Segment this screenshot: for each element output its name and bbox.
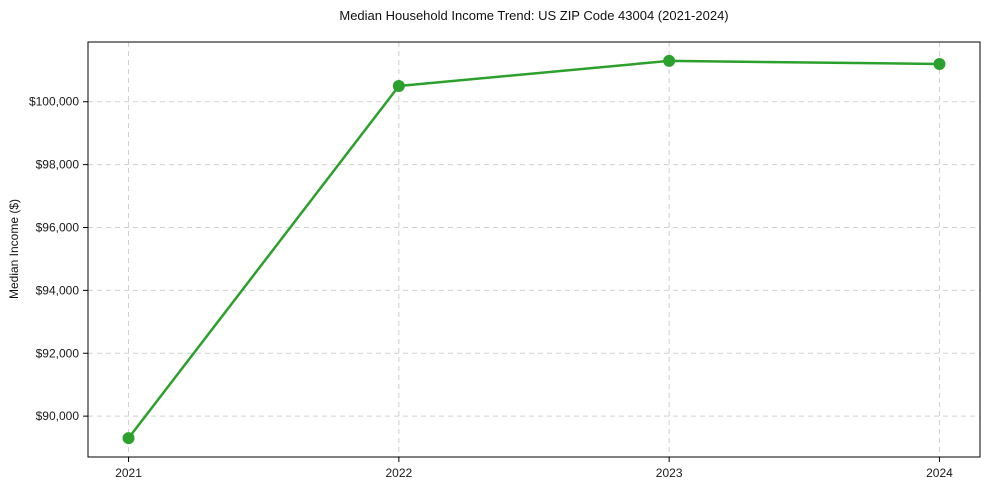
x-tick-label: 2024: [926, 466, 953, 480]
x-tick-label: 2022: [385, 466, 412, 480]
data-point-2024: [933, 58, 946, 71]
data-point-2023: [663, 54, 676, 67]
trend-line: [127, 59, 941, 440]
x-tick-label: 2021: [115, 466, 142, 480]
data-point-2022: [392, 80, 405, 93]
y-tick-label: $98,000: [36, 158, 80, 172]
y-tick-label: $96,000: [36, 220, 80, 234]
y-tick-label: $92,000: [36, 346, 80, 360]
chart-title: Median Household Income Trend: US ZIP Co…: [339, 8, 729, 23]
y-tick-label: $90,000: [36, 409, 80, 423]
data-point-2021: [122, 432, 135, 445]
plot-border: [87, 41, 981, 458]
y-tick-label: $94,000: [36, 283, 80, 297]
y-tick-label: $100,000: [29, 95, 79, 109]
x-tick-label: 2023: [656, 466, 683, 480]
